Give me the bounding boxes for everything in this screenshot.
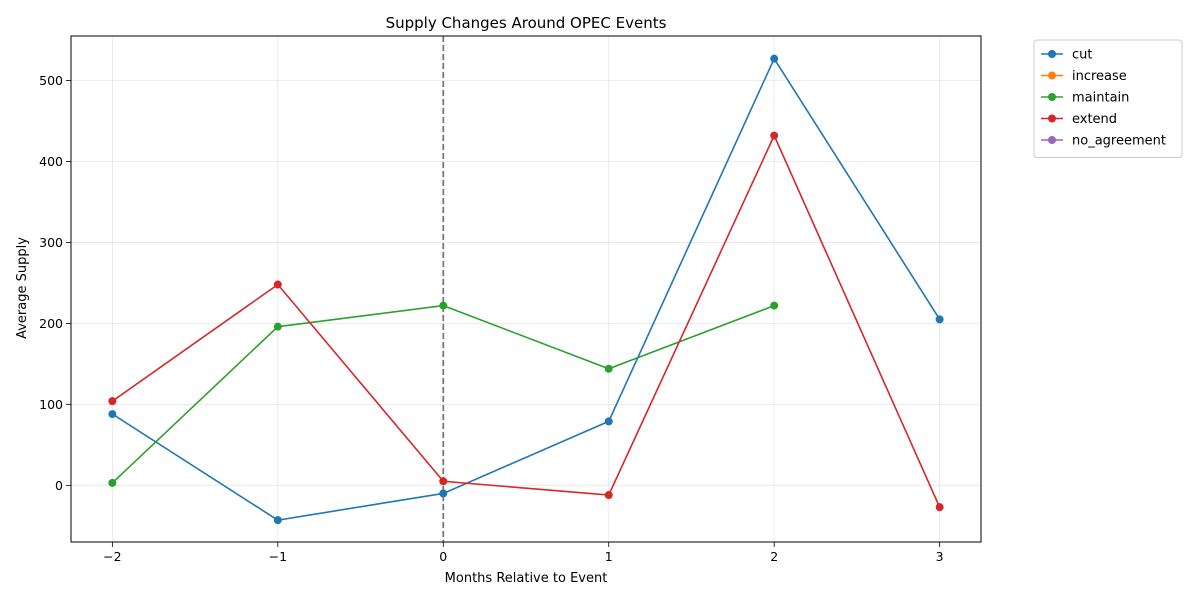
y-tick-label: 400 [39,154,63,169]
data-point-cut [273,516,282,525]
series-layer [108,54,944,525]
data-point-extend [604,491,613,500]
data-point-extend [108,397,117,406]
legend-label-cut: cut [1072,48,1092,63]
data-point-cut [935,315,944,324]
data-point-maintain [273,322,282,331]
y-tick-label: 0 [55,478,63,493]
legend-box [1033,39,1183,158]
plot-frame [70,35,982,543]
chart-title: Supply Changes Around OPEC Events [386,14,667,32]
legend[interactable]: cut increase maintain extend no_agreement [1033,39,1183,158]
data-point-maintain [108,478,117,487]
x-tick-label: 3 [936,549,944,564]
grid-lines [71,36,981,542]
x-tick-label: 0 [439,549,447,564]
data-point-maintain [770,301,779,310]
legend-label-extend: extend [1072,112,1117,127]
data-point-cut [770,54,779,63]
series-line-extend [111,133,941,508]
legend-label-increase: increase [1072,69,1127,84]
data-point-extend [439,477,448,486]
legend-marker-extend [1048,114,1056,123]
x-axis-label: Months Relative to Event [445,571,608,586]
data-point-cut [108,410,117,419]
y-tick-label: 200 [39,316,63,331]
x-tick-label: 2 [770,549,778,564]
axis-ticks: −2 −1 0 1 2 3 0 100 200 300 400 500 [39,73,943,564]
data-point-cut [439,489,448,498]
x-tick-label: −1 [269,549,287,564]
legend-marker-increase [1048,71,1056,80]
legend-label-no_agreement: no_agreement [1072,134,1166,149]
data-point-cut [604,417,613,426]
x-tick-label: 1 [605,549,613,564]
legend-marker-maintain [1048,93,1056,101]
y-tick-label: 100 [39,397,63,412]
data-point-extend [770,131,779,140]
series-line-cut [111,56,941,521]
legend-marker-cut [1048,50,1056,58]
y-tick-label: 500 [39,73,63,88]
x-tick-label: −2 [103,549,121,564]
y-axis-label: Average Supply [15,237,30,339]
legend-marker-no_agreement [1048,136,1056,144]
y-tick-label: 300 [39,235,63,250]
legend-label-maintain: maintain [1072,91,1129,106]
data-point-maintain [604,364,613,373]
data-point-extend [935,503,944,512]
data-point-extend [273,280,282,289]
data-point-maintain [439,301,448,310]
